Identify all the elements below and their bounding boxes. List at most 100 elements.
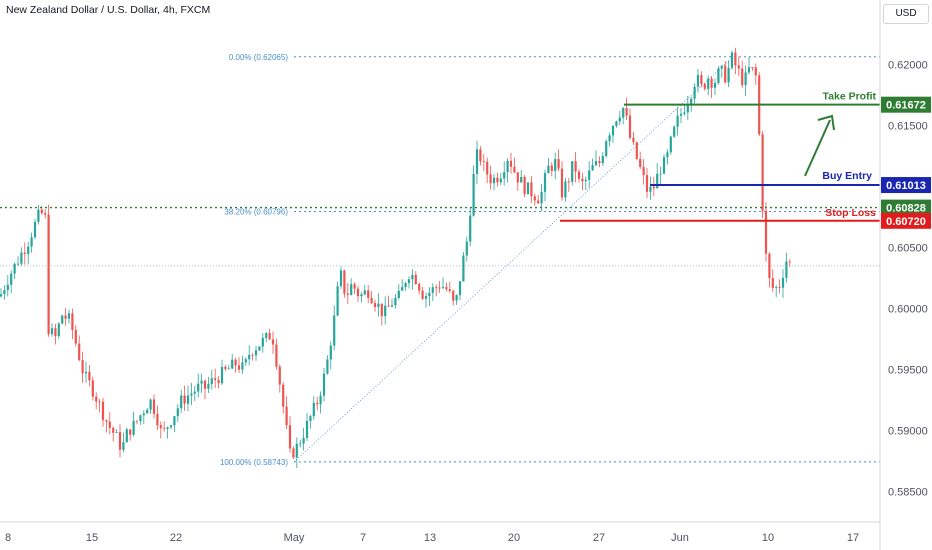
take-profit-label: Take Profit	[823, 91, 877, 103]
candle-body	[462, 255, 465, 282]
candle-body	[659, 173, 662, 175]
candle-body	[713, 83, 717, 88]
candle-body	[61, 315, 64, 324]
candle-body	[343, 270, 346, 294]
candle-body	[285, 406, 288, 426]
candle-body	[452, 290, 455, 301]
candle-body	[438, 287, 441, 289]
candle-body	[635, 142, 638, 159]
candle-body	[499, 178, 502, 183]
candle-body	[720, 65, 723, 69]
candle-body	[129, 429, 132, 435]
currency-button[interactable]: USD	[883, 4, 929, 24]
candle-body	[734, 52, 737, 66]
candle-body	[333, 315, 336, 346]
candle-body	[424, 296, 428, 299]
candle-body	[33, 221, 37, 238]
candle-body	[81, 359, 84, 374]
candle-body	[547, 165, 550, 174]
candle-body	[761, 134, 764, 211]
candle-body	[662, 157, 666, 174]
x-tick-label: 10	[762, 532, 774, 544]
candle-body	[50, 328, 54, 335]
price-tag-label: 0.61013	[886, 180, 926, 192]
candle-body	[193, 391, 196, 394]
price-tag-label: 0.60828	[886, 203, 926, 215]
candle-body	[84, 371, 88, 374]
candle-body	[220, 366, 224, 384]
candle-body	[139, 415, 142, 422]
candle-body	[486, 161, 489, 175]
candle-body	[292, 448, 295, 458]
candle-body	[336, 286, 339, 316]
x-tick-label: 20	[508, 532, 520, 544]
trade-levels: Take Profit Buy Entry Stop Loss	[0, 91, 880, 222]
candle-body	[135, 420, 139, 422]
y-tick-label: 0.62000	[888, 60, 928, 72]
candle-body	[200, 380, 203, 384]
candle-body	[673, 126, 676, 137]
candle-body	[275, 344, 278, 367]
candle-body	[622, 108, 625, 118]
candle-body	[686, 105, 689, 113]
candle-body	[696, 75, 700, 87]
candle-body	[295, 443, 298, 458]
y-tick-label: 0.59500	[888, 365, 928, 377]
candle-body	[751, 67, 754, 68]
candle-body	[764, 210, 768, 254]
candle-body	[312, 402, 315, 417]
candle-body	[142, 413, 145, 416]
candle-body	[122, 442, 125, 450]
candle-body	[30, 237, 33, 247]
candle-body	[588, 170, 591, 180]
candle-body	[180, 395, 183, 409]
candle-body	[101, 401, 105, 421]
candle-body	[554, 159, 557, 171]
candle-body	[23, 252, 26, 254]
candle-body	[203, 380, 207, 389]
candle-body	[690, 98, 693, 106]
candle-body	[730, 52, 734, 68]
buy-entry-label: Buy Entry	[822, 170, 872, 182]
candle-body	[581, 178, 584, 182]
candle-body	[67, 313, 71, 319]
candle-body	[530, 182, 533, 197]
candle-body	[492, 177, 496, 184]
candle-body	[632, 137, 635, 143]
candle-body	[390, 305, 394, 307]
candle-body	[676, 115, 679, 127]
candle-body	[197, 383, 200, 392]
target-arrow-head	[817, 114, 835, 131]
candle-body	[778, 287, 781, 288]
candle-body	[540, 191, 543, 204]
candle-body	[458, 281, 462, 296]
candle-body	[20, 252, 23, 264]
candle-body	[605, 141, 608, 157]
candle-body	[788, 261, 791, 263]
candle-body	[574, 161, 577, 172]
candle-body	[785, 261, 788, 278]
candle-body	[611, 125, 615, 136]
y-tick-label: 0.61500	[888, 121, 928, 133]
candle-body	[560, 168, 564, 198]
candle-body	[95, 396, 98, 402]
candle-body	[186, 395, 190, 404]
candle-body	[496, 177, 499, 183]
x-tick-label: 17	[847, 532, 859, 544]
candle-body	[146, 409, 149, 414]
candle-body	[271, 339, 275, 345]
x-tick-label: 13	[424, 532, 436, 544]
candle-body	[608, 135, 611, 142]
candle-body	[115, 432, 118, 433]
candle-body	[768, 253, 771, 279]
candle-body	[411, 274, 414, 280]
candle-body	[346, 293, 349, 295]
candle-body	[159, 425, 162, 429]
candle-body	[356, 288, 360, 297]
candle-body	[465, 241, 468, 256]
price-tag	[881, 199, 931, 216]
candle-body	[71, 313, 74, 330]
candle-body	[564, 181, 567, 198]
candle-body	[533, 196, 536, 201]
